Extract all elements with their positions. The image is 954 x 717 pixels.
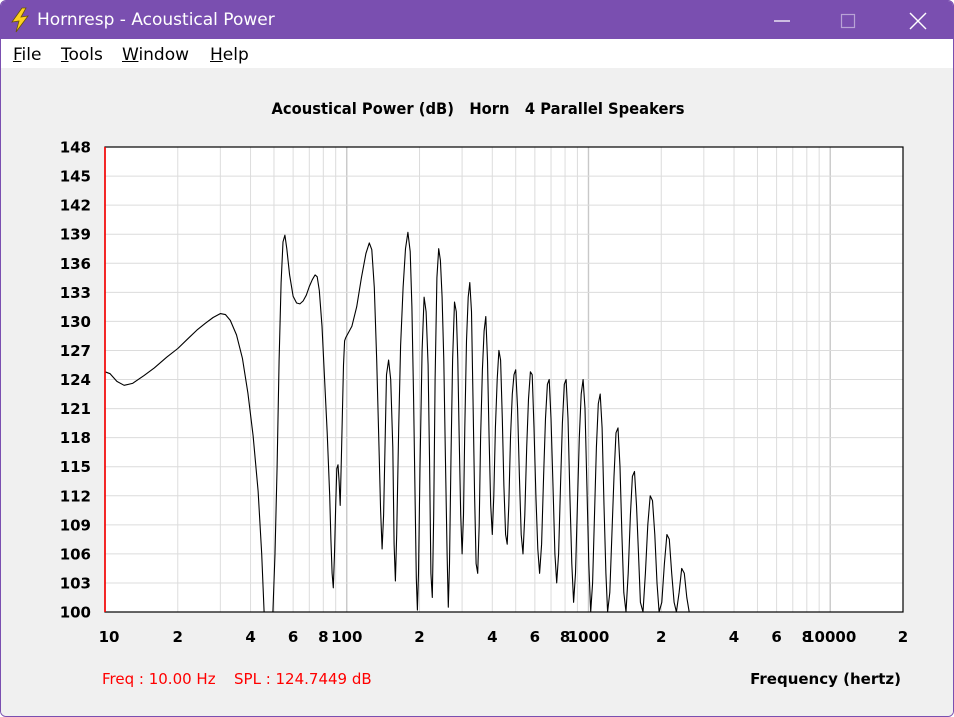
x-tick-label: 10: [99, 628, 120, 646]
x-tick-label: 2: [656, 628, 666, 646]
menu-tools[interactable]: Tools: [61, 45, 103, 65]
y-tick-label: 133: [60, 284, 91, 302]
x-tick-label: 10000: [804, 628, 856, 646]
y-tick-label: 100: [60, 604, 91, 622]
grid-layer: [105, 146, 903, 613]
y-tick-label: 139: [60, 226, 91, 244]
menu-tools-label: ools: [68, 45, 103, 65]
maximize-icon: [840, 13, 856, 29]
y-tick-label: 142: [60, 197, 91, 215]
x-tick-label: 8: [802, 628, 812, 646]
menu-window-label: indow: [138, 45, 190, 65]
menu-window[interactable]: Window: [122, 45, 189, 65]
y-tick-label: 112: [60, 487, 91, 505]
minimize-icon: [774, 20, 790, 22]
x-tick-label: 2: [414, 628, 424, 646]
y-tick-label: 127: [60, 342, 91, 360]
y-tick-label: 121: [60, 400, 91, 418]
maximize-button[interactable]: [825, 1, 871, 39]
x-tick-label: 8: [318, 628, 328, 646]
window-title: Hornresp - Acoustical Power: [37, 10, 275, 30]
minimize-button[interactable]: [759, 1, 805, 39]
x-tick-label: 1000: [568, 628, 610, 646]
menu-bar: File Tools Window Help: [1, 39, 953, 68]
x-tick-label: 4: [487, 628, 497, 646]
menu-help-label: elp: [222, 45, 249, 65]
cursor-frequency-readout: Freq : 10.00 Hz: [102, 670, 216, 688]
close-icon: [909, 12, 927, 30]
cursor-spl-readout: SPL : 124.7449 dB: [234, 670, 372, 688]
y-tick-label: 136: [60, 255, 91, 273]
menu-help-accel: H: [210, 45, 223, 65]
tick-labels: 1001031061091121151181211241271301331361…: [60, 139, 909, 647]
menu-file-accel: F: [13, 45, 22, 65]
x-axis-title: Frequency (hertz): [750, 670, 901, 688]
title-bar[interactable]: Hornresp - Acoustical Power: [1, 1, 953, 39]
axis-layer: [104, 146, 904, 613]
menu-tools-accel: T: [61, 45, 69, 65]
y-tick-label: 130: [60, 313, 91, 331]
y-tick-label: 106: [60, 545, 91, 563]
chart-title: Acoustical Power (dB) Horn 4 Parallel Sp…: [271, 99, 685, 118]
x-tick-label: 6: [530, 628, 540, 646]
x-tick-label: 2: [898, 628, 908, 646]
menu-file[interactable]: File: [13, 45, 41, 65]
y-tick-label: 124: [60, 371, 91, 389]
y-tick-label: 115: [60, 458, 91, 476]
x-tick-label: 8: [560, 628, 570, 646]
x-tick-label: 4: [729, 628, 739, 646]
y-tick-label: 109: [60, 516, 91, 534]
menu-window-accel: W: [122, 45, 139, 65]
y-tick-label: 103: [60, 574, 91, 592]
menu-file-label: ile: [21, 45, 42, 65]
power-response-line-0: [104, 231, 690, 613]
y-tick-label: 145: [60, 168, 91, 186]
curve-layer: [104, 231, 690, 613]
close-button[interactable]: [895, 1, 941, 39]
lightning-bolt-icon: [11, 7, 29, 33]
menu-help[interactable]: Help: [210, 45, 249, 65]
y-tick-label: 118: [60, 429, 91, 447]
x-tick-label: 2: [173, 628, 183, 646]
y-tick-label: 148: [60, 139, 91, 157]
x-tick-label: 100: [331, 628, 362, 646]
x-tick-label: 6: [771, 628, 781, 646]
x-tick-label: 6: [288, 628, 298, 646]
x-tick-label: 4: [245, 628, 255, 646]
